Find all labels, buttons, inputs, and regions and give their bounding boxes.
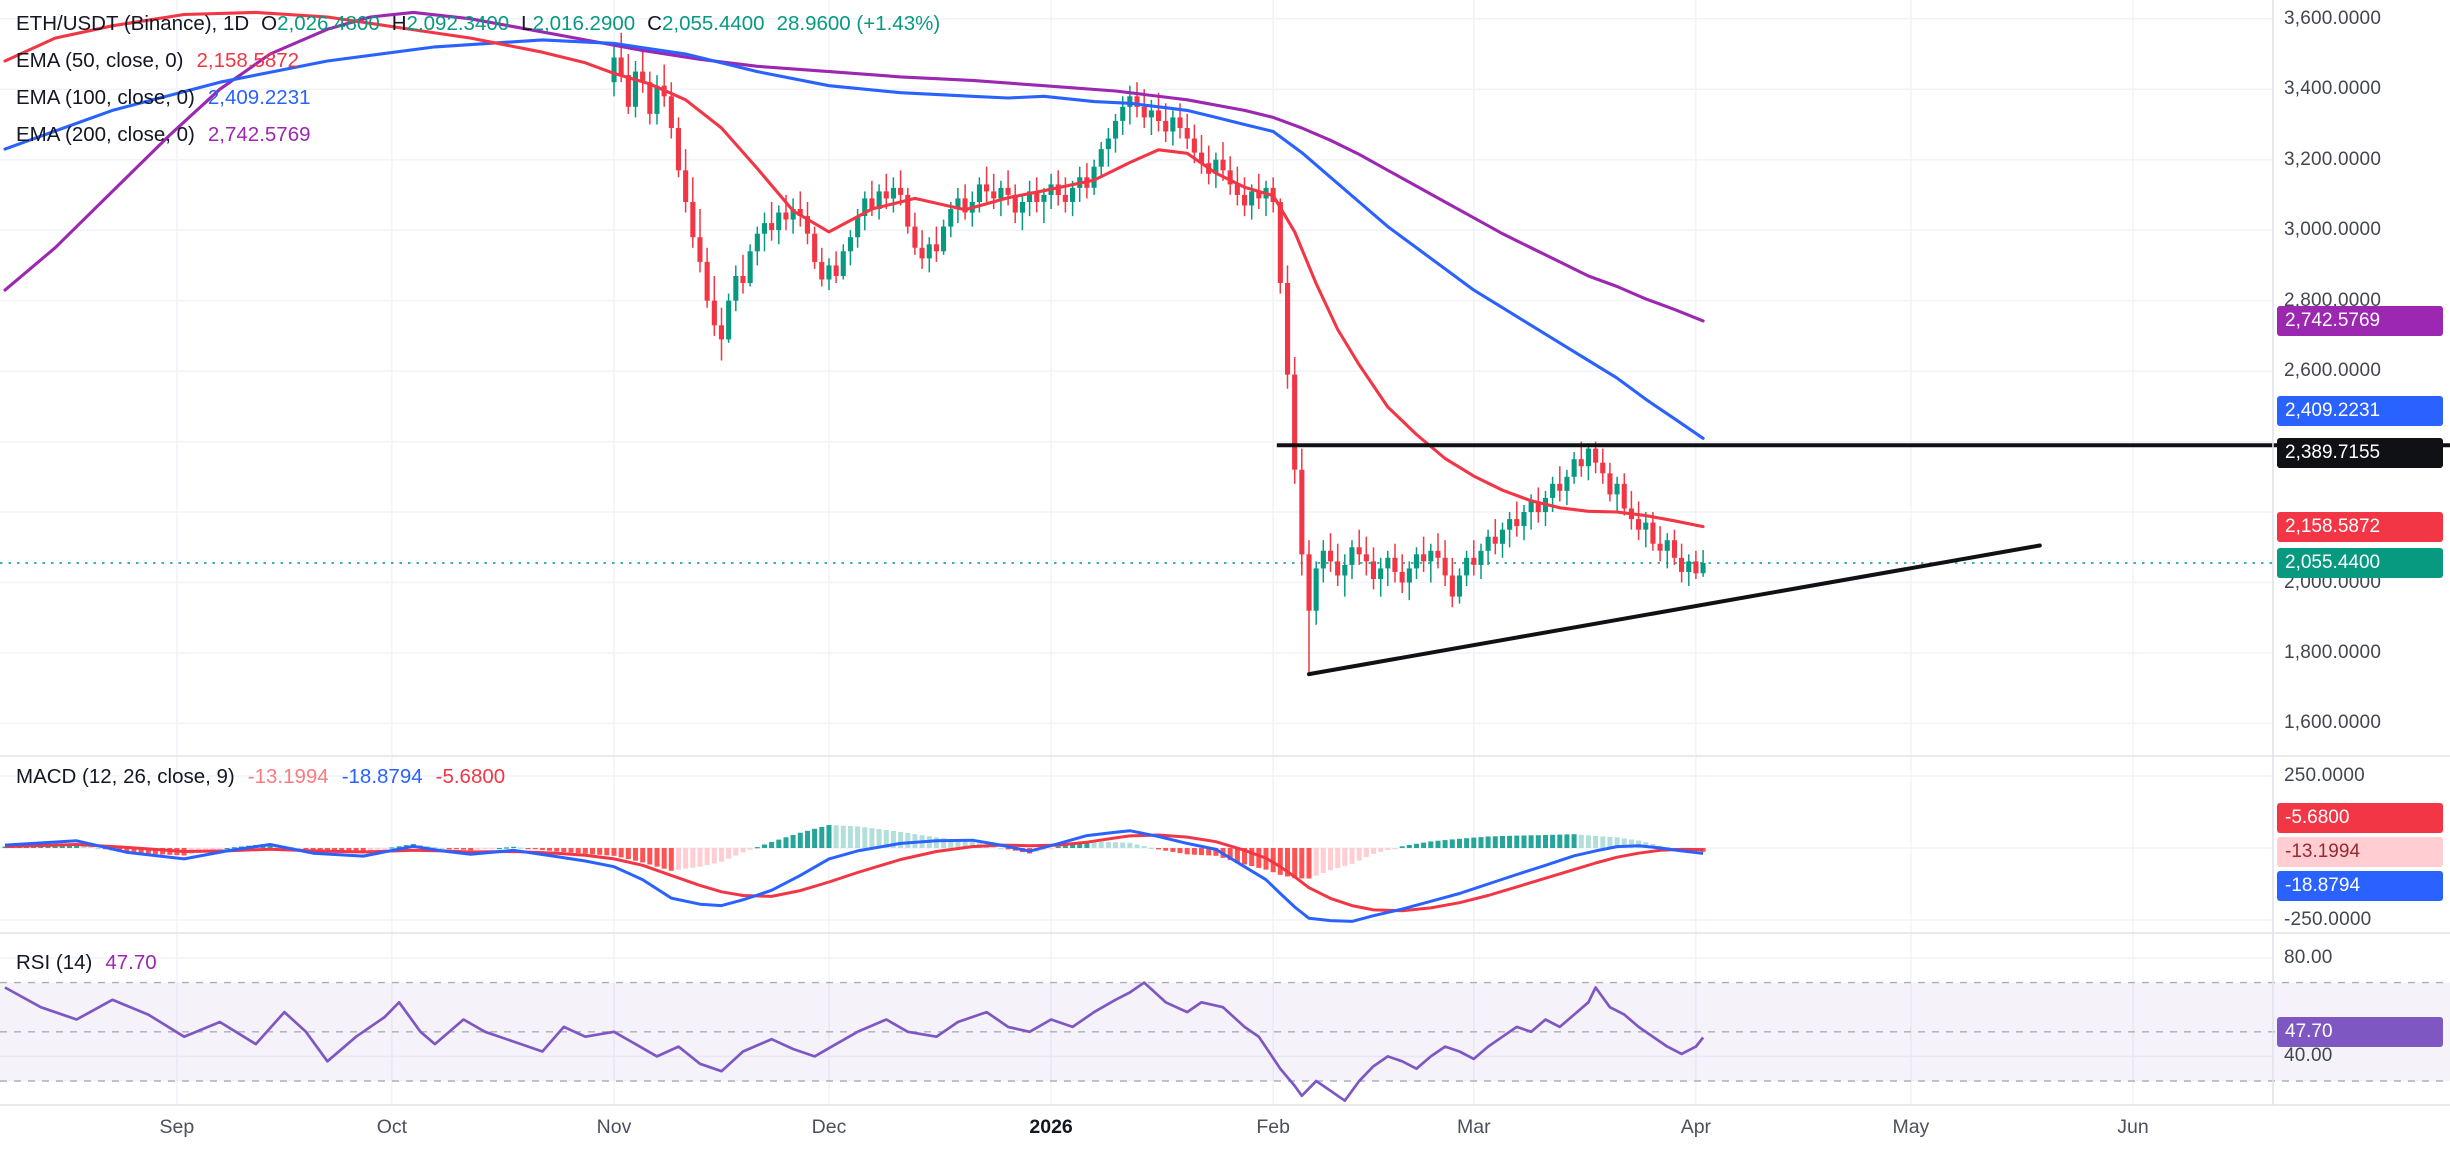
drawings[interactable] [1276,443,2450,677]
ohlc-high-value: 2,092.3400 [406,11,510,35]
symbol-title[interactable]: ETH/USDT (Binance), 1D [16,11,250,35]
ohlc-close-label: C [647,11,662,35]
ema200-line [3,10,1705,323]
macd-legend[interactable]: MACD (12, 26, close, 9) -13.1994 -18.879… [16,758,505,795]
ema50-label: EMA (50, close, 0) [16,48,184,72]
macd-label: MACD (12, 26, close, 9) [16,764,235,788]
ohlc-open-value: 2,026.4800 [277,11,380,35]
ema50-line [3,10,1705,529]
rsi-line [4,981,1705,1103]
ema50-legend-row[interactable]: EMA (50, close, 0) 2,158.5872 [16,42,940,79]
ema200-legend-row[interactable]: EMA (200, close, 0) 2,742.5769 [16,116,940,153]
macd-signal-value: -5.6800 [435,764,506,788]
rsi-band [0,981,2450,1082]
rsi-value: 47.70 [105,950,157,974]
ema50-value: 2,158.5872 [196,48,300,72]
ema200-label: EMA (200, close, 0) [16,122,195,146]
macd-line-value: -18.8794 [341,764,423,788]
candlestick-series [611,32,1706,673]
price-pane [0,10,2273,673]
symbol-row[interactable]: ETH/USDT (Binance), 1D O 2,026.4800 H 2,09… [16,5,940,42]
rsi-legend[interactable]: RSI (14) 47.70 [16,944,157,981]
trendline[interactable] [1307,543,2042,677]
price-legend[interactable]: ETH/USDT (Binance), 1D O 2,026.4800 H 2,09… [16,5,940,153]
ema200-value: 2,742.5769 [207,122,311,146]
pane-separators [0,0,2450,1106]
ema100-line [3,38,1705,440]
ohlc-low-label: L [521,11,533,35]
ohlc-change: 28.9600 (+1.43%) [776,11,941,35]
ohlc-open-label: O [261,11,278,35]
ohlc-close-value: 2,055.4400 [661,11,765,35]
gridlines [0,0,2273,1105]
ohlc-low-value: 2,016.2900 [532,11,636,35]
rsi-label: RSI (14) [16,950,93,974]
macd-main-line [4,829,1704,923]
ema100-legend-row[interactable]: EMA (100, close, 0) 2,409.2231 [16,79,940,116]
ohlc-high-label: H [391,11,407,35]
ema100-value: 2,409.2231 [207,85,311,109]
ema100-label: EMA (100, close, 0) [16,85,195,109]
macd-pane [2,825,1706,923]
macd-hist-value: -13.1994 [247,764,329,788]
rsi-pane [4,981,1705,1103]
